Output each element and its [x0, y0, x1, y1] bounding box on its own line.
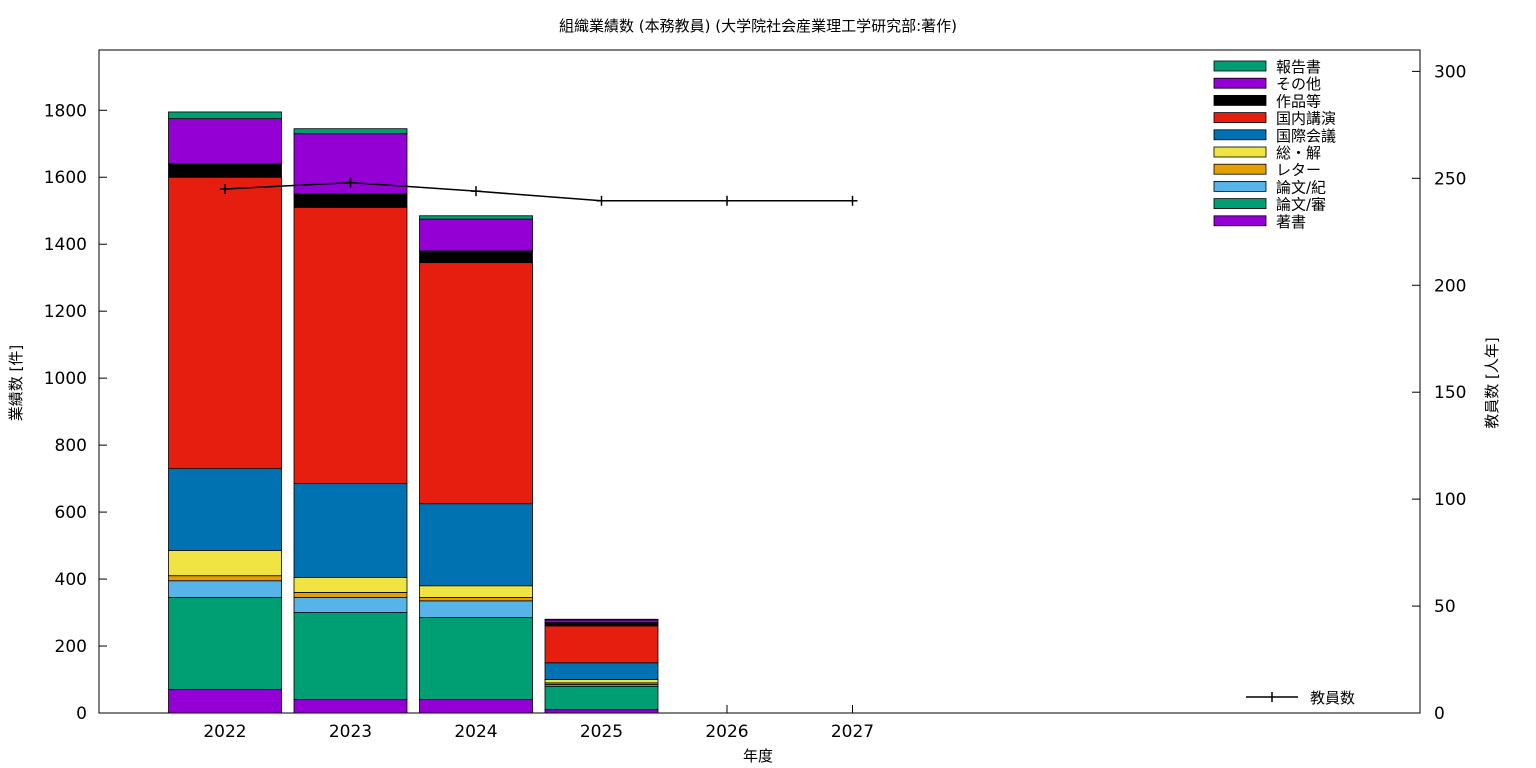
bar-segment — [419, 699, 533, 714]
bar-segment — [419, 600, 533, 618]
bar-segment — [419, 617, 533, 701]
y-tick-label: 0 — [76, 704, 87, 724]
x-tick-label: 2023 — [329, 722, 372, 742]
legend-label: レター — [1276, 161, 1321, 179]
bar-segment — [544, 618, 659, 621]
bar-segment — [419, 215, 533, 220]
x-tick-label: 2026 — [705, 722, 748, 742]
x-tick-label: 2027 — [831, 722, 874, 742]
x-axis-ticks: 2022 2023 2024 2025 2026 2027 — [203, 705, 874, 742]
y-tick-label: 200 — [55, 637, 87, 657]
bar-segment — [293, 597, 408, 613]
legend-swatch — [1213, 95, 1267, 106]
bar-segment — [293, 206, 408, 485]
bar-segment — [168, 580, 282, 598]
x-tick-label: 2025 — [580, 722, 623, 742]
y-tick-label: 1600 — [44, 168, 87, 188]
x-tick-label: 2024 — [454, 722, 497, 742]
bar-segment — [544, 625, 659, 664]
legend-swatch — [1213, 77, 1267, 89]
bar-segment — [168, 575, 282, 582]
bar-segment — [544, 619, 659, 623]
legend-swatch — [1213, 112, 1267, 123]
legend-swatch — [1213, 146, 1267, 158]
chart-title: 組織業績数 (本務教員) (大学院社会産業理工学研究部:著作) — [559, 17, 957, 35]
y-tick-label: 1800 — [44, 101, 87, 121]
legend-swatch — [1213, 163, 1267, 175]
legend-line-label: 教員数 — [1310, 689, 1355, 707]
legend-label: 報告書 — [1276, 58, 1321, 76]
y2-axis-ticks: 0 50 100 150 200 250 300 — [1412, 62, 1466, 724]
bar-segment — [544, 662, 659, 680]
x-axis-label: 年度 — [743, 747, 773, 765]
bar-segment — [419, 585, 533, 598]
bar-segment — [168, 550, 282, 577]
legend-swatch — [1213, 129, 1267, 141]
y-tick-label: 800 — [55, 436, 87, 456]
bar-segment — [419, 250, 533, 264]
y-axis-label: 業績数 [件] — [7, 345, 25, 421]
y2-tick-label: 300 — [1434, 62, 1466, 82]
bar-segment — [168, 597, 282, 690]
y-tick-label: 1400 — [44, 235, 87, 255]
x-tick-label: 2022 — [203, 722, 246, 742]
y2-tick-label: 200 — [1434, 276, 1466, 296]
legend-label: 論文/審 — [1276, 196, 1326, 214]
bar-segment — [293, 576, 408, 593]
bar-segment — [419, 503, 533, 587]
y-tick-label: 400 — [55, 570, 87, 590]
y-tick-label: 1200 — [44, 302, 87, 322]
legend-label: 総・解 — [1276, 144, 1321, 162]
y-tick-label: 1000 — [44, 369, 87, 389]
y2-tick-label: 150 — [1434, 383, 1466, 403]
bar-segment — [168, 111, 282, 120]
legend-swatch — [1213, 215, 1267, 227]
bar-segment — [168, 468, 282, 551]
legend-label: その他 — [1276, 75, 1321, 93]
bars — [168, 111, 659, 714]
faculty-count-line — [220, 177, 858, 206]
bar-segment — [293, 128, 408, 135]
bar-segment — [419, 597, 533, 602]
legend-label: 著書 — [1276, 213, 1306, 231]
y2-tick-label: 50 — [1434, 597, 1456, 617]
bar-segment — [168, 689, 282, 714]
y-tick-label: 600 — [55, 503, 87, 523]
bar-segment — [293, 699, 408, 714]
legend-label: 論文/紀 — [1276, 178, 1326, 196]
y2-tick-label: 0 — [1434, 704, 1445, 724]
plot-frame — [98, 49, 1421, 714]
y2-tick-label: 250 — [1434, 169, 1466, 189]
line-path — [224, 181, 853, 202]
bar-segment — [544, 709, 659, 714]
legend-label: 国際会議 — [1276, 127, 1336, 145]
bar-segment — [544, 679, 659, 684]
legend-label: 国内講演 — [1276, 110, 1336, 128]
bar-segment — [419, 262, 533, 505]
bar-segment — [168, 118, 282, 165]
legend-swatch — [1213, 180, 1267, 192]
bar-segment — [293, 483, 408, 578]
bar-segment — [293, 612, 408, 701]
y2-tick-label: 100 — [1434, 490, 1466, 510]
legend-label: 作品等 — [1276, 92, 1321, 110]
bar-segment — [544, 685, 659, 711]
y-axis-ticks: 0 200 400 600 800 1000 1200 1400 1600 1800 — [44, 101, 107, 724]
y2-axis-label: 教員数 [人年] — [1483, 337, 1501, 428]
bar-segment — [419, 218, 533, 252]
bar-segment — [168, 176, 282, 469]
bar-segment — [293, 193, 408, 208]
bar-segment — [168, 163, 282, 178]
legend-swatch — [1213, 198, 1267, 210]
bar-segment — [293, 592, 408, 598]
legend-swatch — [1213, 60, 1267, 72]
plot-area — [98, 49, 1421, 714]
bar-segment — [544, 622, 659, 627]
